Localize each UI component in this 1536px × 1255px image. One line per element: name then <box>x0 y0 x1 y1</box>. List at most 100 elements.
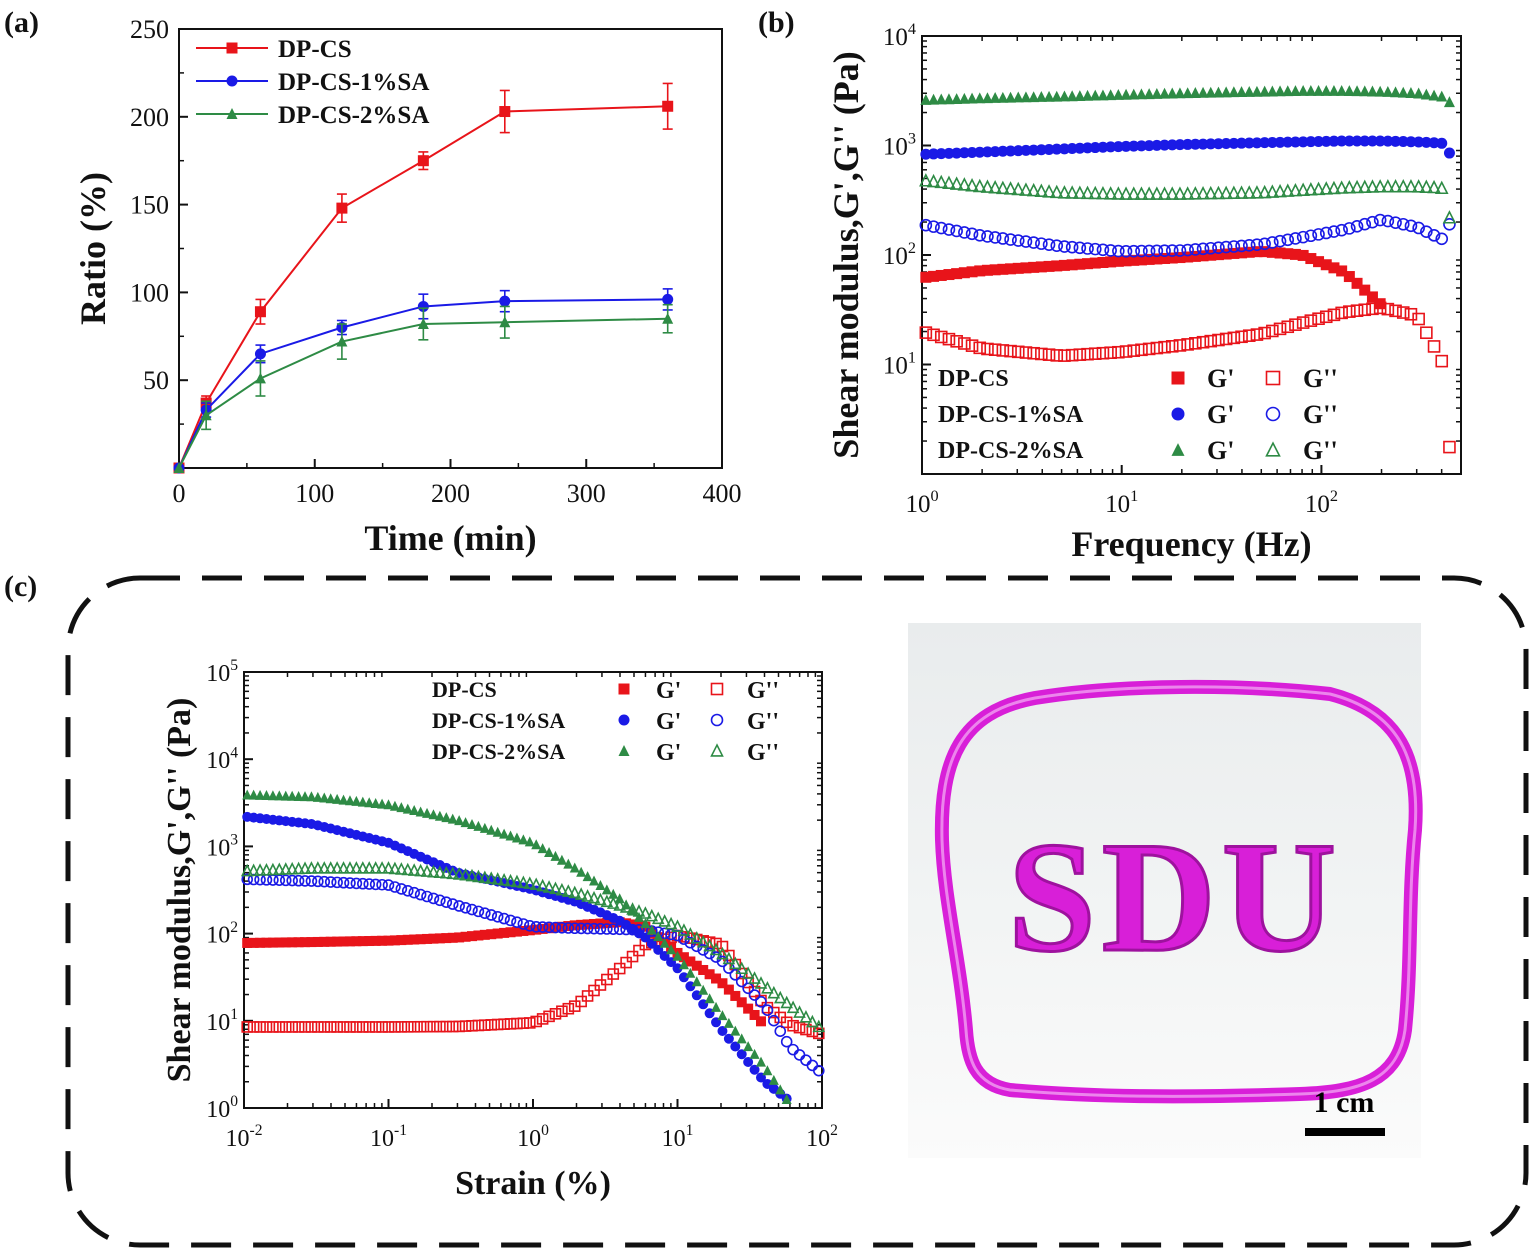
data-point-b-1 <box>919 326 933 339</box>
data-point-c-4 <box>428 809 439 820</box>
data-point-c-0 <box>325 936 336 947</box>
data-point-b-0 <box>1336 265 1348 277</box>
data-point-b-3 <box>927 220 940 233</box>
data-point-b-0 <box>935 269 947 281</box>
data-point-b-2 <box>1089 142 1101 154</box>
data-point-c-0 <box>332 936 343 947</box>
data-point-c-0 <box>396 935 407 946</box>
data-point-b-4 <box>958 92 970 104</box>
data-point-c-5 <box>568 885 582 899</box>
data-point-c-5 <box>587 890 601 904</box>
data-point-b-2 <box>1336 135 1348 147</box>
data-point-c-4 <box>755 1056 766 1067</box>
data-point-b-2 <box>966 146 978 158</box>
data-point-b-1 <box>958 337 971 350</box>
data-point-b-0 <box>1313 256 1325 268</box>
data-point-c-5 <box>664 916 678 930</box>
legend-group-label-b-0: DP-CS <box>938 366 1009 392</box>
data-point-c-5 <box>247 863 260 877</box>
data-point-b-0 <box>1212 249 1224 261</box>
data-point-c-2 <box>646 938 657 949</box>
data-point-b-1 <box>1119 345 1133 358</box>
data-point-b-1 <box>1381 302 1395 316</box>
data-point-b-3 <box>1319 226 1333 240</box>
data-point-b-4 <box>1251 85 1263 97</box>
data-point-c-1 <box>267 1021 279 1033</box>
data-point-c-5 <box>285 861 299 875</box>
data-point-a-0 <box>662 100 674 112</box>
data-point-b-4 <box>1066 90 1078 102</box>
data-point-b-0 <box>1043 260 1055 272</box>
data-point-b-4 <box>1051 90 1063 102</box>
data-point-c-5 <box>806 1014 819 1028</box>
data-point-b-0 <box>1035 261 1047 273</box>
data-point-c-4 <box>454 815 465 826</box>
data-point-c-1 <box>350 1021 363 1033</box>
data-point-c-4 <box>325 793 336 804</box>
data-point-c-0 <box>730 990 741 1001</box>
data-point-b-4 <box>1097 89 1109 101</box>
legend-group-label-c-1: DP-CS-1%SA <box>432 708 565 733</box>
data-point-b-5 <box>980 179 995 193</box>
data-point-c-3 <box>408 886 420 899</box>
data-point-b-5 <box>1280 183 1295 197</box>
data-point-b-1 <box>1150 341 1164 355</box>
y-tick-label-c: 105 <box>206 657 238 687</box>
data-point-c-3 <box>337 876 350 889</box>
data-point-b-4 <box>943 93 955 105</box>
data-point-c-5 <box>362 861 376 874</box>
data-point-c-0 <box>723 984 734 995</box>
chart-a-ratio-vs-time: 0 100 200 300 400 50 100 150 200 250 Time (min) Rat… <box>73 15 742 558</box>
data-point-b-5 <box>1265 184 1280 198</box>
x-tick-label-a: 100 <box>295 479 334 508</box>
data-point-c-1 <box>389 1021 401 1033</box>
data-point-c-4 <box>537 843 548 854</box>
data-point-c-5 <box>799 1010 813 1023</box>
data-point-b-1 <box>1011 345 1025 359</box>
data-point-c-5 <box>684 927 697 940</box>
data-point-b-2 <box>1220 138 1232 150</box>
data-point-c-3 <box>581 922 594 935</box>
data-point-c-3 <box>504 914 517 927</box>
data-point-b-2 <box>1212 138 1224 150</box>
data-point-c-4 <box>306 791 317 802</box>
data-point-b-0 <box>1105 256 1117 268</box>
y-tick-label-b: 101 <box>883 348 916 379</box>
data-point-c-5 <box>330 861 344 874</box>
data-point-c-4 <box>396 802 407 813</box>
data-point-b-2 <box>1166 139 1178 151</box>
data-point-b-4 <box>1074 90 1086 101</box>
data-point-c-1 <box>434 1020 446 1033</box>
data-point-b-5 <box>1357 179 1372 194</box>
data-point-b-5 <box>1219 185 1233 200</box>
data-point-c-5 <box>388 861 402 875</box>
data-point-b-4 <box>1336 84 1348 96</box>
x-tick-label-c: 102 <box>806 1122 838 1152</box>
data-point-b-4 <box>1151 87 1163 99</box>
data-point-b-5 <box>1011 181 1026 196</box>
data-point-b-2 <box>1035 144 1047 156</box>
data-point-b-1 <box>1019 346 1033 359</box>
data-point-b-3 <box>1443 217 1456 231</box>
data-point-b-4 <box>1166 87 1178 99</box>
data-point-c-5 <box>407 863 421 876</box>
data-point-c-2 <box>730 1041 741 1052</box>
data-point-b-0 <box>1058 259 1070 271</box>
data-point-b-3 <box>1104 244 1117 257</box>
data-point-b-1 <box>1396 306 1410 319</box>
data-point-b-4 <box>1243 85 1255 97</box>
data-point-b-2 <box>1328 135 1340 147</box>
data-point-b-2 <box>1051 143 1063 155</box>
data-point-c-3 <box>369 878 382 891</box>
data-point-c-4 <box>518 834 529 845</box>
data-point-b-1 <box>1389 304 1402 318</box>
data-point-b-1 <box>1289 318 1302 331</box>
data-point-b-3 <box>1081 242 1094 255</box>
data-point-c-4 <box>389 800 400 811</box>
data-point-b-2 <box>1197 138 1209 150</box>
data-point-c-1 <box>273 1021 286 1033</box>
data-point-b-3 <box>1073 241 1087 255</box>
data-point-b-3 <box>919 218 933 232</box>
data-point-b-1 <box>1296 316 1310 329</box>
data-point-b-1 <box>1319 310 1333 324</box>
